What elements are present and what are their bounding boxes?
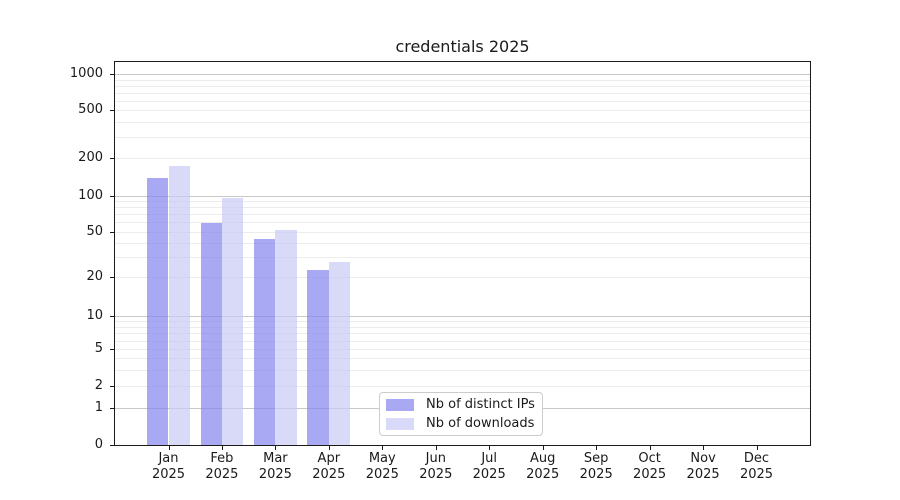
y-tick-mark: [110, 276, 115, 278]
x-tick-label-oct: Oct 2025: [633, 451, 667, 482]
bar-distinct-ips-apr: [307, 269, 329, 445]
minor-gridline: [115, 201, 810, 203]
y-tick-label: 2: [94, 378, 103, 393]
x-tick-mark: [542, 446, 544, 450]
bar-distinct-ips-feb: [200, 223, 222, 445]
minor-gridline: [115, 349, 810, 351]
minor-gridline: [115, 358, 810, 360]
minor-gridline: [115, 242, 810, 244]
x-tick-mark: [382, 446, 384, 450]
minor-gridline: [115, 136, 810, 138]
y-tick-label: 0: [94, 437, 103, 452]
x-tick-mark: [703, 446, 705, 450]
y-tick-mark: [110, 195, 115, 197]
x-tick-mark: [221, 446, 223, 450]
x-tick-mark: [649, 446, 651, 450]
y-tick-label: 1: [94, 400, 103, 416]
x-tick-label-feb: Feb 2025: [205, 451, 239, 482]
x-tick-mark: [168, 446, 170, 450]
minor-gridline: [115, 207, 810, 209]
minor-gridline: [115, 231, 810, 233]
bar-downloads-mar: [275, 229, 297, 445]
minor-gridline: [115, 121, 810, 123]
minor-gridline: [115, 386, 810, 387]
minor-gridline: [115, 158, 810, 160]
y-tick-label: 50: [86, 223, 103, 239]
plot-area: [114, 61, 811, 446]
x-tick-label-jun: Jun 2025: [419, 451, 453, 482]
y-tick-label: 1000: [69, 66, 103, 81]
minor-gridline: [115, 326, 810, 328]
x-tick-label-sep: Sep 2025: [579, 451, 613, 482]
minor-gridline: [115, 333, 810, 334]
x-tick-label-aug: Aug 2025: [526, 451, 560, 482]
x-tick-label-apr: Apr 2025: [312, 451, 346, 482]
bar-downloads-feb: [221, 197, 244, 445]
major-gridline: [115, 74, 810, 75]
y-tick-mark: [110, 110, 115, 111]
minor-gridline: [115, 340, 810, 342]
y-tick-label: 5: [94, 341, 103, 357]
legend-swatch-distinct-ips: [386, 398, 414, 411]
y-tick-mark: [110, 445, 115, 446]
y-tick-mark: [110, 158, 115, 160]
x-tick-label-dec: Dec 2025: [739, 451, 774, 482]
chart-title: credentials 2025: [395, 37, 530, 56]
y-tick-label: 20: [86, 268, 103, 284]
y-tick-mark: [110, 231, 115, 233]
y-tick-label: 500: [78, 102, 103, 117]
bar-downloads-apr: [328, 262, 351, 445]
bar-distinct-ips-jan: [147, 177, 169, 445]
x-tick-mark: [435, 446, 437, 450]
y-tick-mark: [110, 408, 115, 410]
x-tick-mark: [756, 446, 758, 450]
x-tick-label-mar: Mar 2025: [258, 451, 292, 482]
x-tick-label-may: May 2025: [365, 451, 399, 482]
y-tick-label: 100: [78, 187, 103, 203]
minor-gridline: [115, 100, 810, 102]
y-tick-label: 200: [78, 150, 103, 166]
y-tick-mark: [110, 349, 115, 351]
legend-item-distinct-ips: Nb of distinct IPs: [386, 396, 535, 413]
x-tick-mark: [328, 446, 330, 450]
minor-gridline: [115, 79, 810, 81]
minor-gridline: [115, 256, 810, 258]
minor-gridline: [115, 214, 810, 216]
minor-gridline: [115, 276, 810, 278]
y-tick-mark: [110, 74, 115, 75]
x-tick-mark: [596, 446, 598, 450]
y-tick-label: 10: [86, 307, 103, 323]
minor-gridline: [115, 369, 810, 371]
legend-label: Nb of distinct IPs: [426, 397, 535, 412]
minor-gridline: [115, 320, 810, 322]
y-tick-mark: [110, 315, 115, 317]
legend-swatch-downloads: [386, 417, 414, 430]
major-gridline: [115, 195, 810, 197]
minor-gridline: [115, 85, 810, 87]
x-tick-label-nov: Nov 2025: [686, 451, 720, 482]
legend-label: Nb of downloads: [426, 416, 535, 431]
y-tick-mark: [110, 386, 115, 387]
legend: Nb of distinct IPs Nb of downloads: [379, 392, 543, 436]
minor-gridline: [115, 222, 810, 224]
x-tick-mark: [275, 446, 277, 450]
minor-gridline: [115, 110, 810, 111]
x-tick-label-jan: Jan 2025: [151, 451, 186, 482]
legend-item-downloads: Nb of downloads: [386, 415, 534, 432]
bar-downloads-jan: [168, 166, 190, 445]
major-gridline: [115, 315, 810, 317]
bar-distinct-ips-mar: [254, 239, 276, 445]
x-tick-label-jul: Jul 2025: [472, 451, 506, 482]
x-tick-mark: [489, 446, 491, 450]
minor-gridline: [115, 92, 810, 94]
